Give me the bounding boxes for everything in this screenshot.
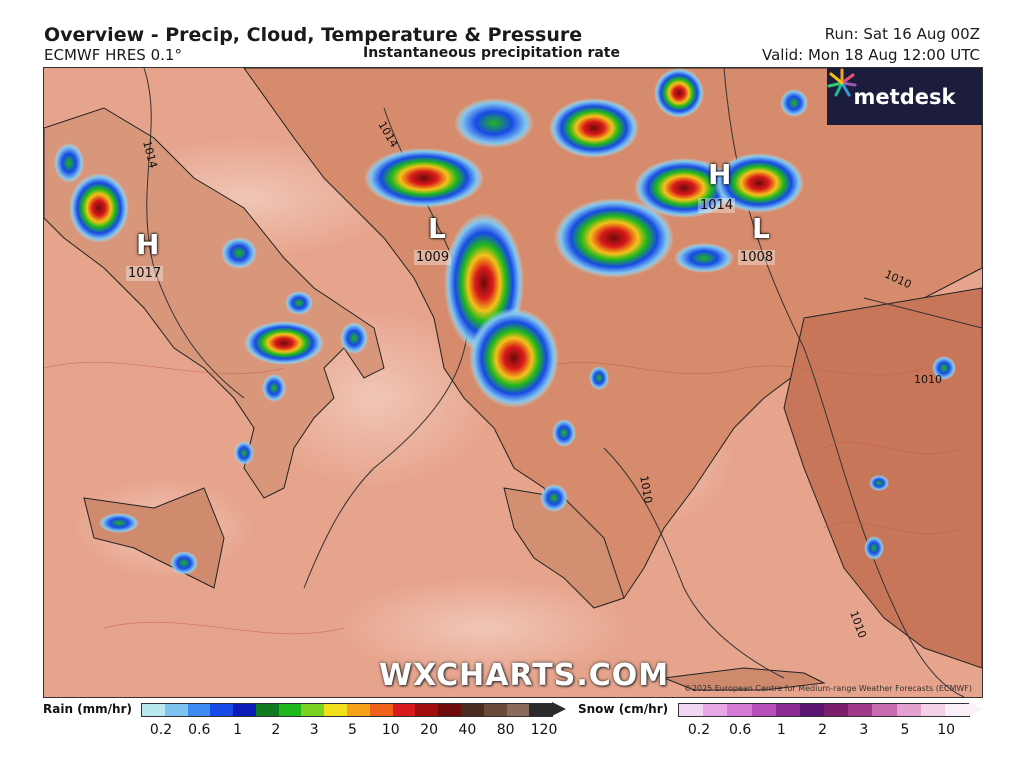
legend-tick-label: 3 — [859, 722, 869, 738]
low-pressure-value: 1008 — [738, 250, 776, 265]
layer-label: Instantaneous precipitation rate — [363, 45, 620, 61]
legend-tick-label: 1 — [776, 722, 786, 738]
legend-swatch — [415, 704, 439, 716]
legend-swatch — [703, 704, 728, 716]
legend-tick-label: 0.2 — [687, 722, 711, 738]
model-label: ECMWF HRES 0.1° — [44, 46, 182, 64]
map-canvas — [44, 68, 982, 697]
legend-tick-label: 20 — [420, 722, 439, 738]
legend-tick-label: 10 — [937, 722, 956, 738]
legend-swatch — [799, 704, 825, 716]
legend-swatch — [775, 704, 800, 716]
legend-tick-label: 80 — [496, 722, 515, 738]
legend-swatch — [233, 704, 256, 716]
copyright-notice: ©2025 European Centre for Medium-range W… — [683, 684, 972, 693]
run-label: Run: Sat 16 Aug 00Z — [824, 25, 980, 43]
temperature-contours — [44, 361, 965, 635]
legend-swatch — [483, 704, 507, 716]
high-pressure-value: 1017 — [126, 266, 164, 281]
legend-swatch — [944, 704, 970, 716]
legend-tick-label: 120 — [530, 722, 558, 738]
low-pressure-marker: L — [428, 212, 446, 245]
legend-swatch — [848, 704, 873, 716]
legend-tick-label: 40 — [458, 722, 477, 738]
rain-legend-label: Rain (mm/hr) — [43, 702, 132, 716]
legend-tick-label: 5 — [348, 722, 357, 738]
snow-legend-arrow — [969, 702, 983, 716]
italy-land — [44, 107, 385, 499]
isobar-label: 1010 — [914, 373, 942, 386]
legend-swatch — [920, 704, 945, 716]
legend-tick-label: 0.2 — [149, 722, 173, 738]
low-pressure-value: 1009 — [414, 250, 452, 265]
legend-swatch — [255, 704, 279, 716]
legend-swatch — [392, 704, 416, 716]
metdesk-burst-icon — [827, 68, 857, 97]
legend-swatch — [872, 704, 897, 716]
legend-swatch — [369, 704, 393, 716]
legend-swatch — [210, 704, 234, 716]
legend-tick-label: 3 — [309, 722, 319, 738]
chart-title: Overview - Precip, Cloud, Temperature & … — [44, 24, 583, 46]
legend-swatch — [896, 704, 921, 716]
legend-tick-label: 5 — [900, 722, 910, 738]
rain-legend-bar — [141, 703, 553, 717]
legend-tick-label: 2 — [271, 722, 281, 738]
legend-swatch — [301, 704, 325, 716]
rain-legend-arrow — [552, 702, 566, 716]
snow-legend-bar — [678, 703, 970, 717]
legend-swatch — [751, 704, 776, 716]
legend-tick-label: 0.6 — [729, 722, 752, 738]
legend-swatch — [187, 704, 211, 716]
legend-tick-label: 1 — [233, 722, 243, 738]
legend-swatch — [324, 704, 348, 716]
legend-swatch — [142, 704, 165, 716]
legend-tick-label: 10 — [381, 722, 400, 738]
wxcharts-watermark: WXCHARTS.COM — [379, 658, 670, 693]
snow-legend-label: Snow (cm/hr) — [578, 702, 669, 716]
weather-map[interactable]: metdesk H 1017 L 1009 H 1014 L 1008 1014… — [43, 67, 983, 698]
crete-land — [663, 667, 826, 691]
legend-swatch — [278, 704, 302, 716]
high-pressure-marker: H — [136, 228, 160, 261]
legend-swatch — [727, 704, 752, 716]
precipitation-cells — [54, 68, 956, 575]
low-pressure-marker: L — [752, 212, 770, 245]
logo-text: metdesk — [853, 84, 956, 109]
peloponnese-land — [503, 487, 625, 609]
legend-swatch — [438, 704, 461, 716]
legend-tick-label: 0.6 — [188, 722, 211, 738]
legend-swatch — [347, 704, 370, 716]
legend-swatch — [679, 704, 704, 716]
legend-swatch — [506, 704, 530, 716]
legend-swatch — [164, 704, 188, 716]
legend-swatch — [460, 704, 484, 716]
high-pressure-value: 1014 — [698, 198, 736, 213]
valid-label: Valid: Mon 18 Aug 12:00 UTC — [761, 46, 980, 64]
legend-tick-label: 2 — [818, 722, 828, 738]
metdesk-logo: metdesk — [827, 68, 982, 125]
legend-swatch — [529, 704, 553, 716]
legend-swatch — [824, 704, 849, 716]
high-pressure-marker: H — [708, 158, 732, 191]
